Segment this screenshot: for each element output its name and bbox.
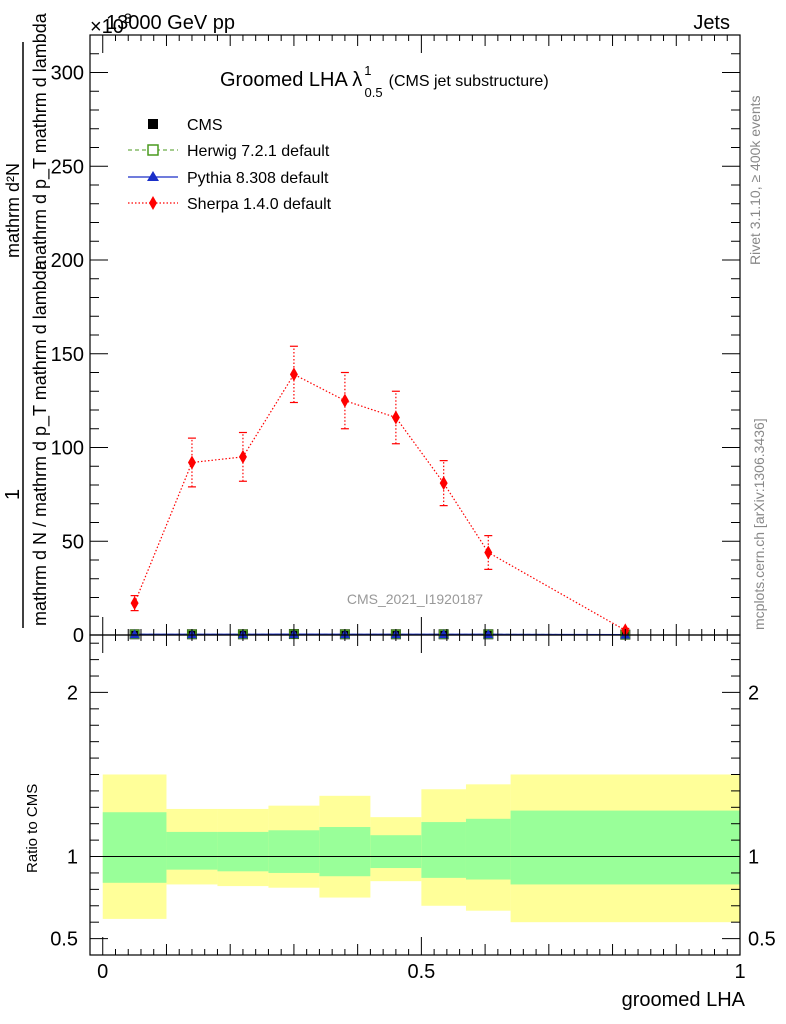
- legend: CMS Herwig 7.2.1 default Pythia 8.308 de…: [128, 117, 332, 213]
- ylabel-one: 1: [2, 489, 24, 500]
- sherpa-point: [484, 545, 493, 560]
- pythia-point: [438, 629, 449, 639]
- legend-herwig-label: Herwig 7.2.1 default: [187, 143, 330, 160]
- header-right: Jets: [693, 12, 730, 34]
- legend-herwig-marker: [147, 144, 159, 156]
- rivet-label: Rivet 3.1.10, ≥ 400k events: [747, 95, 763, 265]
- legend-sherpa-label: Sherpa 1.4.0 default: [187, 196, 332, 213]
- main-title-sub: 0.5: [365, 85, 383, 100]
- ratio-band-inner: [217, 831, 269, 872]
- ratio-ytick-label-right: 2: [748, 682, 759, 704]
- x-tick-label: 1: [734, 961, 745, 983]
- ratio-y-label: Ratio to CMS: [24, 784, 41, 873]
- main-ytick-label: 250: [51, 156, 84, 178]
- sherpa-point: [238, 449, 247, 464]
- sherpa-point: [187, 455, 196, 470]
- exponent-power: 3: [124, 10, 132, 26]
- ratio-plot-frame: [89, 634, 741, 956]
- legend-cms-label: CMS: [187, 117, 223, 134]
- analysis-watermark: CMS_2021_I1920187: [347, 591, 483, 607]
- legend-pythia-label: Pythia 8.308 default: [187, 170, 329, 187]
- sherpa-point: [391, 410, 400, 425]
- x-tick-label: 0: [97, 961, 108, 983]
- ratio-ytick-label-right: 0.5: [748, 929, 776, 951]
- legend-entry-pythia: Pythia 8.308 default: [128, 170, 329, 187]
- exponent-base: ×10: [90, 16, 124, 38]
- sherpa-point: [289, 367, 298, 382]
- sherpa-point: [130, 596, 139, 611]
- x-axis-label: groomed LHA: [622, 989, 746, 1011]
- ratio-band-inner: [510, 810, 740, 885]
- header-left: 13000 GeV pp: [106, 12, 235, 34]
- main-y-axis: 0 50 100 150 200 250 300: [51, 34, 740, 647]
- ylabel-numerator: mathrm d²N: [3, 163, 23, 258]
- main-title-sup: 1: [364, 63, 371, 78]
- ratio-band-inner: [370, 835, 422, 869]
- legend-entry-cms: CMS: [148, 117, 223, 134]
- sherpa-point: [439, 476, 448, 491]
- ratio-ytick-label: 2: [67, 682, 78, 704]
- ratio-band-inner: [465, 818, 511, 880]
- main-title-text: Groomed LHA λ: [220, 69, 362, 91]
- main-title-suffix: (CMS jet substructure): [389, 73, 549, 90]
- ratio-band-inner: [166, 831, 218, 870]
- ylabel-bottom: mathrm d N / mathrm d p_T mathrm d lambd…: [30, 259, 51, 626]
- main-ytick-label: 100: [51, 438, 84, 460]
- ratio-axes: 0.5 0.51 12 20 0.5 1: [50, 35, 776, 983]
- legend-sherpa-marker: [149, 196, 157, 210]
- main-ytick-label: 50: [62, 531, 84, 553]
- main-ytick-label: 200: [51, 250, 84, 272]
- ratio-ytick-label-right: 1: [748, 847, 759, 869]
- mcplots-label: mcplots.cern.ch [arXiv:1306.3436]: [751, 418, 767, 630]
- ratio-bands: [102, 774, 740, 923]
- ratio-ytick-label: 0.5: [50, 929, 78, 951]
- ylabel-denominator: mathrm d p_T mathrm d lambda: [30, 12, 51, 270]
- ratio-band-inner: [319, 827, 371, 877]
- ratio-band-inner: [421, 822, 466, 878]
- main-y-label: 1 mathrm d N / mathrm d p_T mathrm d lam…: [2, 12, 51, 628]
- ratio-band-inner: [268, 830, 320, 873]
- legend-entry-herwig: Herwig 7.2.1 default: [128, 143, 330, 160]
- pythia-point: [129, 629, 140, 639]
- ratio-band-inner: [102, 812, 167, 883]
- x-tick-label: 0.5: [407, 961, 435, 983]
- legend-entry-sherpa: Sherpa 1.4.0 default: [128, 196, 332, 213]
- main-title: Groomed LHA λ 1 0.5 (CMS jet substructure): [220, 63, 549, 100]
- legend-pythia-marker: [147, 171, 159, 181]
- sherpa-point: [340, 393, 349, 408]
- main-ytick-label: 0: [73, 625, 84, 647]
- main-ytick-label: 150: [51, 344, 84, 366]
- exponent-label: ×103: [90, 10, 132, 38]
- legend-cms-marker: [148, 119, 158, 129]
- main-ytick-label: 300: [51, 63, 84, 85]
- ratio-ytick-label: 1: [67, 847, 78, 869]
- pythia-point: [483, 629, 494, 639]
